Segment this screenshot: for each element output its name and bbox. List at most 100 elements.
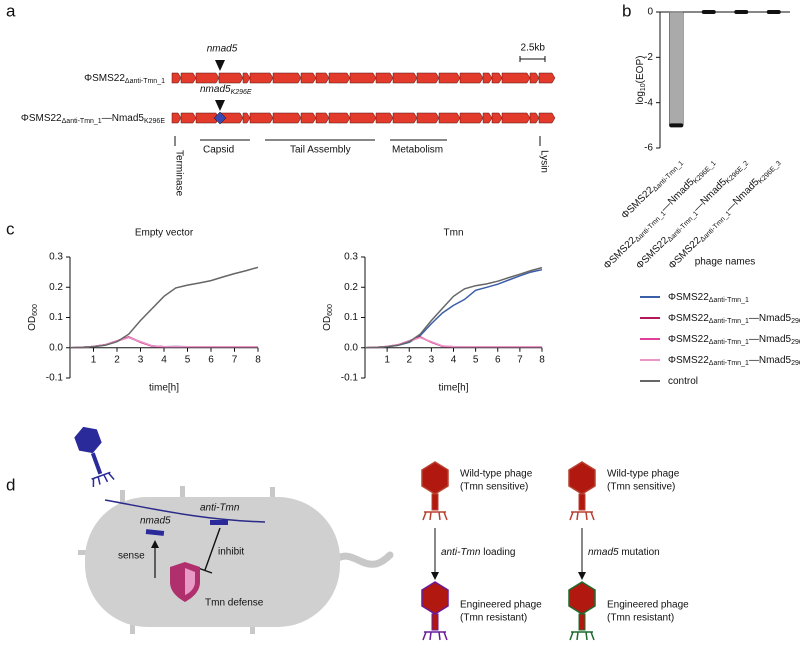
- cell-label: nmad5: [140, 516, 171, 527]
- text-part: Δanti-Tmn_1: [709, 318, 749, 325]
- gene-arrow: [249, 72, 274, 84]
- cell-label: inhibit: [218, 547, 244, 558]
- gene-arrow: [249, 112, 274, 124]
- region-label: Lysin: [538, 150, 549, 173]
- bar-point: [669, 123, 684, 128]
- x-tick-label: 8: [539, 354, 545, 365]
- scale-bar: [519, 56, 546, 62]
- y-tick-label: 0.1: [49, 312, 63, 323]
- text-part: 296E_3: [791, 360, 800, 367]
- legend-label: ΦSMS22Δanti-Tmn_1—Nmad5296E_2: [668, 334, 800, 346]
- gene-arrow: [375, 112, 394, 124]
- gene-arrow: [218, 72, 244, 84]
- phage-label: (Tmn sensitive): [607, 482, 675, 493]
- text-part: K296E_1: [692, 160, 717, 185]
- phage-tail: [578, 493, 586, 511]
- phage-columns: Wild-type phage (Tmn sensitive) anti-Tmn l…: [421, 461, 689, 641]
- gene-arrow: [491, 72, 503, 84]
- text-part: Δanti-Tmn_1: [62, 118, 102, 125]
- text-part: ΦSMS22: [668, 292, 709, 303]
- phage-legs: [569, 631, 595, 641]
- series-line: [69, 266, 259, 349]
- text-part: 296E_2: [791, 339, 800, 346]
- gene-arrow: [529, 112, 540, 124]
- cell-illustration: [74, 426, 394, 634]
- gene-arrow: [529, 72, 540, 84]
- x-tick-label: 7: [517, 354, 523, 365]
- y-tick-label: 0.3: [344, 252, 358, 263]
- region-label: Tail Assembly: [290, 145, 351, 156]
- panel-label: b: [622, 1, 631, 20]
- text-part: ΦSMS22: [668, 313, 709, 324]
- phage-tail: [431, 493, 439, 511]
- legend-label: ΦSMS22Δanti-Tmn_1—Nmad5296E_1: [668, 313, 800, 325]
- y-tick-label: -2: [644, 52, 653, 63]
- panel-label: d: [6, 475, 15, 494]
- gene-arrow: [315, 112, 330, 124]
- legend-label: ΦSMS22Δanti-Tmn_1: [668, 292, 749, 304]
- phage-tail: [431, 613, 439, 631]
- x-axis-label: time[h]: [438, 383, 468, 394]
- y-tick-label: -6: [644, 143, 653, 154]
- y-axis-label: OD600: [322, 304, 334, 331]
- text-part: ΦSMS22: [602, 235, 639, 272]
- track-label: ΦSMS22Δanti-Tmn_1: [84, 73, 165, 85]
- gene-arrow: [242, 112, 251, 124]
- x-tick-label: ΦSMS22Δanti-Tmn_1—Nmad5K296E_3: [667, 156, 783, 272]
- y-tick-label: -0.1: [46, 373, 64, 384]
- gene-arrow: [438, 72, 461, 84]
- phage-label: (Tmn resistant): [460, 613, 527, 624]
- text-part: 296E_1: [791, 318, 800, 325]
- text-part: Δanti-Tmn_1: [125, 78, 165, 85]
- region-label: Terminase: [173, 150, 184, 197]
- phage-head: [568, 581, 596, 615]
- gene-arrow: [482, 72, 493, 84]
- gene-arrow: [195, 72, 220, 84]
- text-part: ΦSMS22: [619, 184, 656, 221]
- y-axis-label: OD600: [27, 304, 39, 331]
- text-part: —Nmad5: [749, 313, 792, 324]
- gene-arrow: [315, 72, 330, 84]
- arrow-head: [578, 572, 586, 580]
- gene-arrow: [180, 72, 197, 84]
- y-tick-label: -4: [644, 97, 653, 108]
- gene-arrow: [501, 112, 531, 124]
- marker-triangle: [215, 100, 225, 111]
- gene-arrow: [438, 112, 461, 124]
- series-line: [364, 266, 543, 349]
- gene-arrow: [349, 112, 377, 124]
- phage-label: (Tmn resistant): [607, 613, 674, 624]
- text-part: nmad5: [200, 84, 231, 95]
- text-part: 600: [327, 304, 334, 316]
- text-part: K296E_2: [725, 160, 750, 185]
- gene-marker: nmad5: [207, 44, 238, 55]
- text-part: OD: [322, 316, 333, 331]
- text-part: K296E: [231, 89, 252, 96]
- text-part: OD: [27, 316, 38, 331]
- step-label: anti-Tmn loading: [441, 547, 515, 558]
- gene-arrow: [459, 72, 484, 84]
- gene-arrow: [459, 112, 484, 124]
- phage-label: Wild-type phage: [607, 469, 680, 480]
- marker-triangle: [215, 60, 225, 71]
- chart-title: Empty vector: [135, 228, 194, 239]
- x-tick-label: 2: [114, 354, 120, 365]
- panel-label: c: [6, 219, 15, 238]
- region-label: Capsid: [203, 145, 234, 156]
- gene-arrow: [328, 72, 351, 84]
- phage-tail: [578, 613, 586, 631]
- text-part: control: [668, 376, 698, 387]
- cell-label: Tmn defense: [205, 598, 264, 609]
- arrow-head: [431, 572, 439, 580]
- y-tick-label: 0.1: [344, 312, 358, 323]
- x-tick-label: 6: [208, 354, 214, 365]
- phage-head: [421, 581, 449, 615]
- phage-label: Engineered phage: [607, 600, 689, 611]
- text-part: K296E: [144, 118, 165, 125]
- track-label: ΦSMS22Δanti-Tmn_1—Nmad5K296E: [21, 113, 165, 125]
- text-part: mutation: [619, 547, 660, 558]
- text-part: Δanti-Tmn_1: [709, 339, 749, 346]
- text-part: nmad5: [588, 547, 619, 558]
- x-tick-label: 1: [384, 354, 390, 365]
- gene-arrow: [349, 72, 377, 84]
